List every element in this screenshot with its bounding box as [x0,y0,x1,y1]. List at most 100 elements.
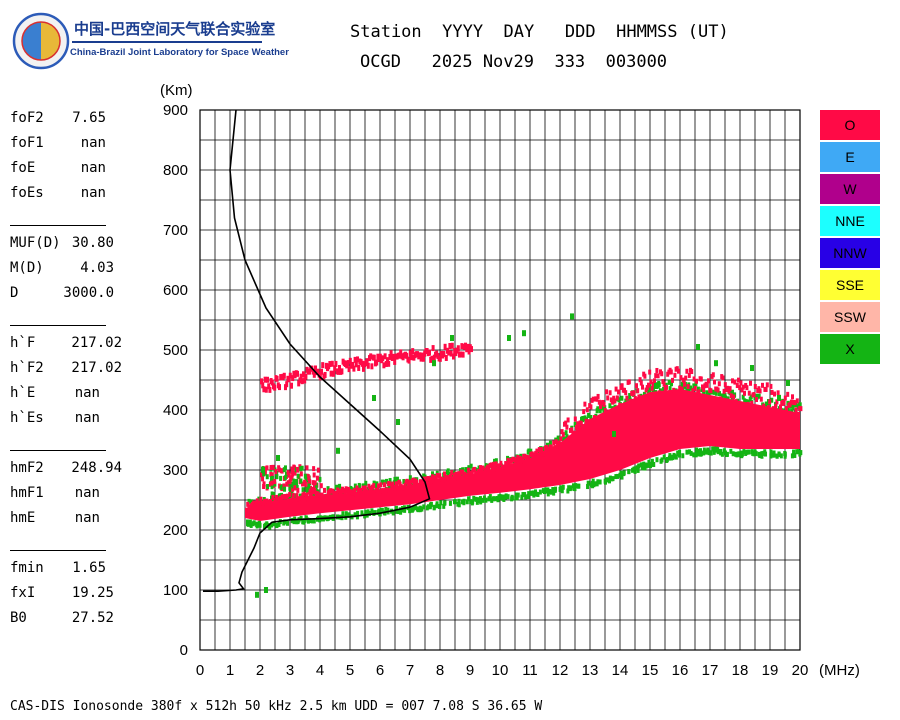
o-trace-upper-speckle [353,356,357,363]
legend-item-E: E [820,142,880,172]
o-trace-speckle [387,480,391,486]
o-trace-upper-speckle [459,351,463,358]
x-trace-speckle [514,495,518,501]
o-trace-speckle [273,497,277,503]
o-trace-speckle [270,501,274,507]
x-trace-speckle [416,507,420,513]
x-trace-speckle [299,515,303,521]
o-trace-speckle [545,445,548,451]
x-trace-speckle [720,393,724,399]
x-tick-label: 15 [642,662,659,679]
x-trace-speckle [680,381,684,387]
x-trace-speckle [374,483,378,489]
o-trace-speckle [615,395,619,401]
legend-item-SSE: SSE [820,270,880,300]
o-trace-speckle [746,401,750,407]
o-trace-spread [273,481,277,487]
o-trace-speckle [624,390,628,396]
x-trace-speckle [741,394,745,400]
o-trace-upper-speckle [360,360,364,367]
x-trace-speckle [617,397,621,403]
y-tick-label: 900 [163,102,188,119]
o-trace-speckle [665,384,668,390]
x-trace-speckle [524,494,528,500]
x-trace-speckle [498,494,502,500]
x-trace-speckle [283,519,287,525]
x-trace-speckle [548,440,552,446]
x-tick-label: 6 [376,662,384,679]
x-trace-speckle [681,453,685,459]
x-trace-speckle [465,499,469,505]
x-trace-speckle [775,453,779,459]
o-trace-upper-speckle [398,352,401,359]
x-trace-speckle [551,487,555,493]
o-trace-speckle [417,482,421,488]
o-trace-speckle [361,485,365,491]
x-trace-speckle [795,449,799,455]
o-trace-upper-speckle [290,382,293,389]
x-trace-point [294,479,298,485]
o-trace-speckle [335,491,338,497]
o-trace-speckle [566,417,570,423]
o-trace-upper-speckle [266,376,269,383]
o-trace-spread [291,483,295,489]
o-trace-spread [260,472,264,478]
o-trace-layer [245,342,803,530]
x-tick-label: 11 [522,662,538,679]
o-trace-upper-speckle [405,352,409,359]
x-trace-speckle [476,497,480,503]
o-trace-speckle [411,477,415,483]
x-trace-speckle [484,497,488,503]
o-trace-speckle [723,382,727,388]
o-trace-speckle [491,465,494,471]
org-name-en: China-Brazil Joint Laboratory for Space … [70,47,289,58]
o-trace-upper-speckle [384,360,388,367]
x-trace-speckle [637,463,641,469]
o-trace-upper-speckle [348,357,352,364]
o-trace-upper-speckle [357,364,361,371]
o-trace-speckle [573,416,577,422]
o-trace-speckle [450,470,454,476]
y-axis-label: (Km) [160,82,193,99]
x-trace-speckle [577,483,581,489]
x-trace-speckle [586,480,590,486]
o-trace-upper-speckle [340,368,344,375]
o-trace-speckle [325,494,329,500]
o-trace-speckle [530,451,534,457]
o-trace-speckle [441,477,445,483]
o-trace-speckle [493,466,497,472]
o-trace-speckle [635,383,638,389]
o-trace-speckle [613,398,617,404]
o-trace-speckle [552,440,556,446]
o-trace-speckle [639,380,643,386]
y-tick-label: 400 [163,402,188,419]
y-tick-label: 300 [163,462,188,479]
o-trace-upper-speckle [270,379,274,386]
x-trace-speckle [532,492,536,498]
o-trace-upper-speckle [375,359,379,366]
x-trace-speckle [792,449,796,455]
x-trace-speckle [457,502,461,508]
o-trace-spread [284,471,288,477]
o-trace-spread [271,464,275,470]
o-trace-speckle [617,389,620,395]
o-trace-speckle [461,469,464,475]
o-trace-upper-speckle [263,376,267,383]
o-trace-speckle [343,490,347,496]
o-trace-spread [261,476,265,482]
o-trace-speckle [487,466,491,472]
y-tick-label: 100 [163,582,188,599]
o-trace-upper-speckle [323,371,327,378]
o-trace-speckle [776,390,780,396]
o-trace-speckle [470,470,474,476]
o-trace-speckle [577,423,581,429]
x-trace-speckle [247,498,251,504]
x-trace-speckle [694,381,698,387]
o-trace-speckle [597,399,601,405]
o-trace-upper-speckle [470,346,473,353]
x-trace-speckle [554,486,558,492]
o-trace-spread [305,465,309,471]
o-trace-spread [293,485,297,491]
o-trace-upper-speckle [329,370,333,377]
x-trace-speckle [633,466,637,472]
